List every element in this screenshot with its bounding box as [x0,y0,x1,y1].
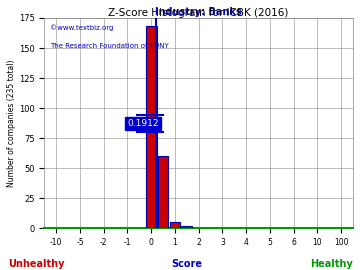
Bar [146,26,157,228]
Text: Unhealthy: Unhealthy [8,259,64,269]
Bar [181,226,192,228]
Bar [170,222,180,228]
Bar [158,156,168,228]
Y-axis label: Number of companies (235 total): Number of companies (235 total) [7,59,16,187]
Text: 0.1912: 0.1912 [127,119,158,128]
Text: Healthy: Healthy [310,259,352,269]
Text: ©www.textbiz.org: ©www.textbiz.org [50,24,114,31]
Title: Z-Score Histogram for ICBK (2016): Z-Score Histogram for ICBK (2016) [108,8,289,18]
Text: The Research Foundation of SUNY: The Research Foundation of SUNY [50,43,169,49]
Text: Industry: Banks: Industry: Banks [155,7,242,17]
Text: Score: Score [172,259,203,269]
